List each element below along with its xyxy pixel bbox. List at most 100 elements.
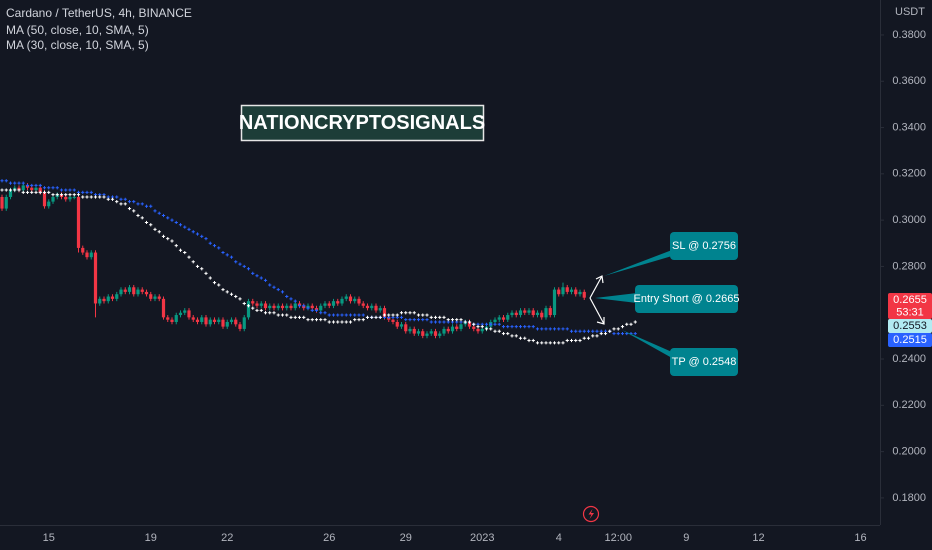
candle-body [412,328,416,334]
ma-point [591,334,595,338]
ma-point [361,313,365,317]
candle-body [268,305,272,309]
candle-body [382,308,387,318]
candle-body [518,310,523,316]
ma-point [569,338,574,343]
candle-body [416,331,421,334]
ma-point [106,197,110,201]
ma-point [574,329,578,333]
price-tag-label: 0.2515 [893,334,927,346]
ma-point [425,313,429,317]
y-tick-label: 0.2000 [892,446,926,458]
y-tick-label: 0.3800 [892,29,926,41]
ma-point [374,315,378,319]
ma-point [225,290,229,294]
ma-point [234,260,238,264]
ma-point [412,311,416,315]
ma-point [64,188,68,192]
ma-point [523,325,527,329]
ma-point [433,320,438,324]
candle-body [21,185,25,191]
ma-point [319,318,323,322]
ma-point [47,186,51,190]
ma-point [157,211,161,215]
candle-body [76,196,81,248]
candle-body [98,298,102,304]
candle-body [115,294,119,299]
candle-body [140,289,144,292]
ma-point [382,313,387,317]
ma-point [238,262,242,266]
ma-point [323,311,327,315]
ma-point [246,304,251,308]
price-tag-countdown: 53:31 [896,306,924,318]
ma-point [327,320,331,324]
ma-point [30,183,34,188]
candle-body [331,301,336,306]
ma-point [136,213,140,218]
candle-body [229,319,234,322]
x-tick-label: 2023 [470,532,494,544]
ma-point [191,260,195,264]
ma-point [540,341,544,345]
ma-point [85,195,89,199]
ma-point [25,190,30,194]
ma-point [633,320,637,324]
ma-point [161,213,166,218]
ma-point [229,255,234,259]
candle-body [289,305,293,309]
ma-point [68,188,72,192]
candle-body [514,312,518,316]
ma-point [578,338,582,343]
y-tick-label: 0.2800 [892,260,926,272]
candle-body [429,331,433,334]
candle-body [310,305,314,309]
ma-point [183,250,187,255]
candle-body [527,310,531,313]
candle-body [327,303,331,306]
ma-point [166,216,170,220]
ma-point [251,306,255,310]
candle-body [225,321,229,327]
candle-body [93,252,98,304]
candle-body [370,305,374,309]
candle-body [200,317,204,322]
ma-point [476,325,480,329]
ma-point [535,327,540,331]
ma-point [89,190,93,194]
ma-point [629,322,633,326]
watermark: NATIONCRYPTOSIGNALS [239,112,485,134]
ma-point [280,290,285,294]
ma-point [178,223,183,227]
ma-point [221,250,225,255]
ma-point [17,181,21,185]
ma-point [212,281,217,285]
candle-body [425,333,429,336]
y-tick-label: 0.3000 [892,214,926,226]
ma-point [8,188,13,192]
ma-point [442,320,446,324]
ma-point [195,264,200,269]
ma-point [140,216,144,220]
candle-body [8,190,13,197]
ma-point [204,237,208,241]
candle-body [395,321,399,327]
ma-point [285,313,289,317]
ma-point [404,311,408,315]
ma-point [391,313,395,317]
ma-point [548,341,552,345]
ma-point [149,223,153,227]
ma-point [119,202,123,206]
ma-point [595,334,599,338]
candle-body [136,289,140,295]
candle-body [455,326,459,329]
ma-point [404,318,408,322]
ma-point [331,320,336,324]
ma-point [268,311,272,315]
ma-point [217,246,221,250]
ma-point [591,329,595,333]
candle-body [30,187,34,191]
y-tick-label: 0.2400 [892,353,926,365]
ma-point [149,204,153,208]
ma-point [208,276,212,280]
